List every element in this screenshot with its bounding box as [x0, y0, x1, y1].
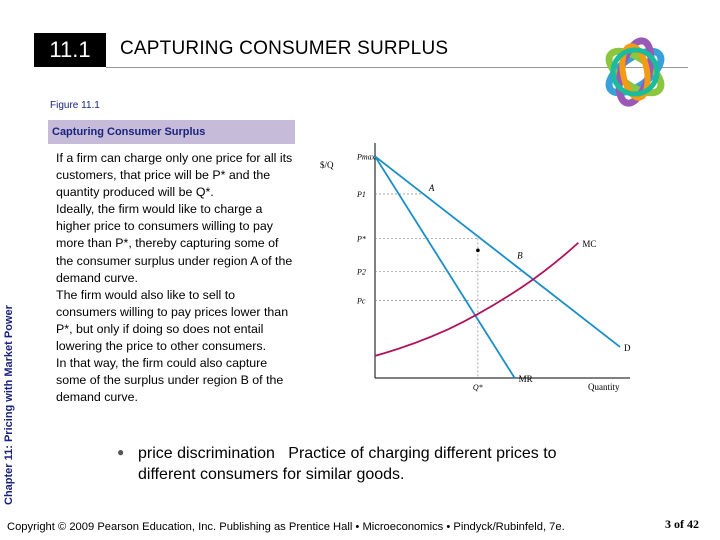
bullet-icon: ●: [117, 445, 125, 459]
y-tick-label: P*: [356, 234, 366, 243]
figure-description: If a firm can charge only one price for …: [56, 150, 294, 406]
consumer-surplus-chart: $/Q Quantity Pmax P1 P* P2 Pc Q* D MR MC A B: [320, 143, 631, 392]
definition-text: Practice of charging different prices to…: [138, 445, 557, 483]
figure-caption: Capturing Consumer Surplus: [52, 126, 206, 138]
series-line-mr: [374, 155, 516, 379]
series-line-d: [374, 155, 621, 348]
definition: price discrimination Practice of chargin…: [138, 443, 578, 485]
series-label: MR: [519, 374, 533, 384]
chapter-side-label: Chapter 11: Pricing with Market Power: [3, 305, 15, 505]
description-paragraph: Ideally, the firm would like to charge a…: [56, 202, 293, 285]
y-tick-label: P2: [356, 268, 366, 277]
y-tick-label: Pmax: [356, 152, 376, 161]
footer-copyright: Copyright © 2009 Pearson Education, Inc.…: [7, 521, 565, 533]
series-line-mc: [374, 242, 579, 357]
title-divider: [106, 67, 688, 68]
x-axis-label: Quantity: [588, 382, 620, 392]
description-paragraph: If a firm can charge only one price for …: [56, 151, 293, 200]
description-paragraph: The firm would also like to sell to cons…: [56, 287, 289, 354]
page-number: 3 of 42: [665, 517, 699, 531]
description-paragraph: In that way, the firm could also capture…: [56, 356, 284, 405]
chapter-number-badge: 11.1: [34, 33, 106, 67]
slide-title: CAPTURING CONSUMER SURPLUS: [120, 38, 449, 59]
definition-term: price discrimination: [138, 445, 275, 462]
equilibrium-point: [476, 248, 480, 253]
region-label: B: [517, 250, 523, 260]
figure-number: Figure 11.1: [50, 100, 100, 111]
y-tick-label: P1: [356, 190, 366, 199]
series-label: MC: [582, 239, 596, 249]
x-tick-label: Q*: [473, 383, 483, 392]
region-label: A: [428, 183, 435, 193]
series-label: D: [624, 343, 631, 353]
y-axis-label: $/Q: [320, 160, 334, 170]
interlocking-rings-logo: [605, 37, 665, 107]
figure-caption-bar: [48, 120, 295, 144]
y-tick-label: Pc: [356, 296, 366, 305]
